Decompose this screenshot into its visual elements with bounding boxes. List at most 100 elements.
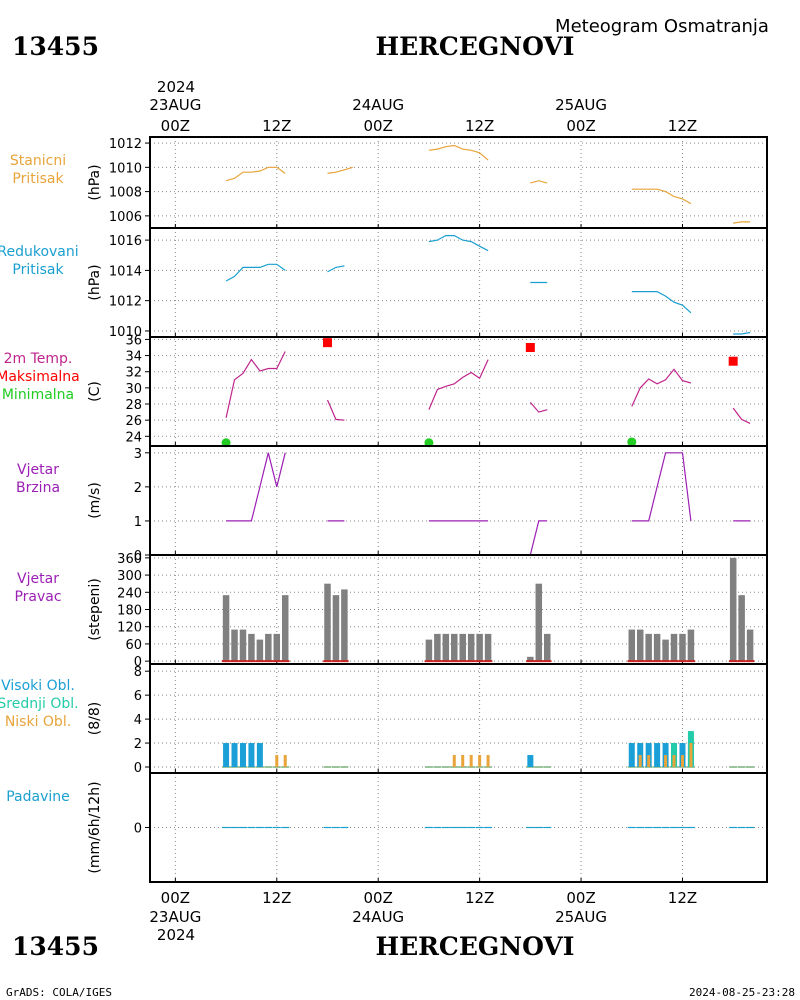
y-tick-label: 2 [134,481,142,496]
panel-frame [149,136,768,229]
wind-direction-bar [662,639,669,662]
panel-label-line: Padavine [6,789,70,805]
panel-y-axis-label: (hPa) [87,264,103,300]
series-line [529,402,548,413]
cloud-low-bar [486,755,490,768]
y-tick-label: 0 [134,822,142,837]
series-line [732,407,751,424]
y-tick-label: 2 [134,737,142,752]
panel-label-line: Vjetar [17,571,59,587]
series-line [326,399,345,421]
panel-precipitation: 0 Padavine (mm/6h/12h) [6,772,768,883]
station-name-bottom: HERCEGNOVI [375,932,574,961]
cloud-low-bar [680,755,684,768]
cloud-low-bar [461,755,465,768]
panel-label-line: 2m Temp. [4,351,73,367]
series-line [428,235,489,252]
panel-reduced_pressure: 1010 1012 1014 1016 Redukovani Pritisak (hPa) [0,227,768,340]
series-line [327,265,345,273]
wind-direction-bar [670,633,678,662]
panel-y-axis-label: (8/8) [87,702,103,735]
wind-direction-bar [476,633,483,662]
wind-direction-bar [729,557,737,662]
bottom-time-tick-label: 00Z [364,889,393,907]
bottom-time-tick-label: 00Z [566,889,595,907]
y-tick-label: 120 [117,621,142,636]
panel-label-line: Vjetar [17,462,59,478]
panel-wind_direction: 0 60 120 180 240 300 360 Vjetar Pravac (stepeni) [14,552,768,670]
y-tick-label: 0 [134,549,142,564]
panel-label-line: Stanicni [10,153,66,169]
panel-label-line: Pritisak [12,171,64,187]
panel-y-axis-label: (stepeni) [87,578,103,641]
top-time-tick-label: 00Z [364,117,393,135]
plot-timestamp: 2024-08-25-23:28 [689,986,795,999]
series-line [428,144,489,161]
y-tick-label: 1010 [109,325,142,340]
tmax-marker [525,342,535,352]
cloud-low-bar [689,743,693,768]
cloud-low-bar [672,755,676,768]
tmax-marker [322,338,332,348]
bottom-time-tick-label: 00Z [161,889,190,907]
y-tick-label: 4 [134,713,142,728]
tmin-marker [627,437,637,447]
y-tick-label: 1016 [109,234,142,249]
cloud-low-bar [283,755,287,768]
panel-label-line: Niski Obl. [5,714,71,730]
series-line [733,221,751,224]
panel-y-axis-label: (C) [87,381,103,402]
y-tick-label: 1012 [109,295,142,310]
wind-direction-bar [738,595,745,662]
station-id-bottom: 13455 [12,932,99,961]
y-tick-label: 3 [134,447,142,462]
series-line [529,520,548,556]
wind-direction-bar [636,629,644,662]
series-line [631,368,692,407]
wind-direction-bar [535,583,543,662]
panel-frame [149,772,768,883]
wind-direction-bar [248,633,255,662]
wind-direction-bar [746,629,754,662]
wind-direction-bar [231,629,238,662]
cloud-low-bar [638,755,642,768]
wind-direction-bar [653,633,661,662]
bottom-date-label: 23AUG [149,908,201,926]
cloud-low-bar [452,755,456,768]
y-tick-label: 30 [125,382,142,397]
cloud-high-bar [654,743,661,768]
station-name-top: HERCEGNOVI [375,32,574,61]
cloud-low-bar [664,755,668,768]
bottom-year-label: 2024 [157,926,195,944]
wind-direction-bar [645,633,652,662]
panel-frame [149,227,768,338]
panel-label-line: Maksimalna [0,369,80,385]
panel-label-line: Srednji Obl. [0,696,79,712]
top-time-tick-label: 00Z [566,117,595,135]
y-tick-label: 1008 [109,186,142,201]
meteogram-subtitle: Meteogram Osmatranja [555,16,769,37]
y-tick-label: 1014 [109,264,142,279]
top-time-tick-label: 12Z [465,117,494,135]
series-line [733,331,751,335]
wind-direction-bar [442,633,450,662]
top-year-label: 2024 [157,78,195,96]
y-tick-label: 0 [134,655,142,670]
bottom-date-label: 24AUG [352,908,404,926]
cloud-low-bar [469,755,473,768]
y-tick-label: 1 [134,515,142,530]
wind-direction-bar [451,633,458,662]
series-line [225,263,286,282]
grads-credit: GrADS: COLA/IGES [6,986,112,999]
wind-direction-bar [265,633,272,662]
wind-direction-bar [459,633,466,662]
y-tick-label: 1006 [109,210,142,225]
series-line [327,166,353,174]
bottom-date-label: 25AUG [555,908,607,926]
wind-direction-bar [222,595,230,662]
cloud-high-bar [239,743,246,768]
tmax-marker [728,356,738,366]
